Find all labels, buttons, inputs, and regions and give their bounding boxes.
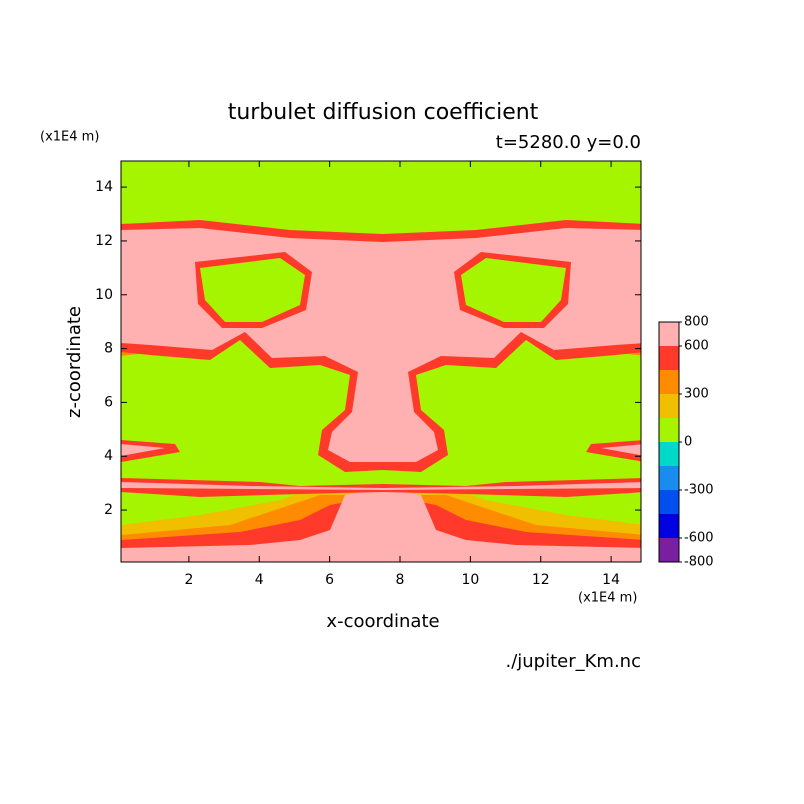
colorbar-tick-label: 600 bbox=[684, 339, 709, 354]
x-axis-label: x-coordinate bbox=[326, 611, 439, 632]
x-tick-label: 12 bbox=[532, 572, 550, 588]
colorbar-tick-label: 0 bbox=[684, 435, 692, 450]
contour-half bbox=[383, 220, 641, 562]
colorbar-swatch bbox=[659, 370, 679, 394]
y-tick-label: 8 bbox=[104, 341, 113, 357]
colorbar-tick-label: 300 bbox=[684, 387, 709, 402]
plot-frame bbox=[120, 160, 642, 563]
contour-region bbox=[121, 444, 165, 456]
x-tick-label: 6 bbox=[325, 572, 334, 588]
colorbar-tick-label: 800 bbox=[684, 315, 709, 330]
colorbar-swatch bbox=[659, 538, 679, 562]
x-tick-label: 2 bbox=[184, 572, 193, 588]
contour-region bbox=[383, 488, 641, 562]
x-unit: (x1E4 m) bbox=[578, 591, 637, 606]
contour-region bbox=[121, 488, 383, 562]
contour-region bbox=[586, 440, 641, 462]
y-axis-label: z-coordinate bbox=[64, 306, 85, 418]
colorbar-swatch bbox=[659, 466, 679, 490]
y-unit: (x1E4 m) bbox=[40, 130, 99, 145]
colorbar-swatch bbox=[659, 394, 679, 418]
x-tick-label: 14 bbox=[602, 572, 620, 588]
x-tick-label: 10 bbox=[461, 572, 479, 588]
contour-region bbox=[383, 482, 641, 490]
y-tick-label: 12 bbox=[95, 233, 113, 249]
contour-field bbox=[121, 161, 641, 562]
y-tick-label: 2 bbox=[104, 502, 113, 518]
colorbar-swatch bbox=[659, 490, 679, 514]
colorbar-swatch bbox=[659, 322, 679, 346]
chart-subtitle: t=5280.0 y=0.0 bbox=[496, 132, 641, 153]
y-tick-label: 10 bbox=[95, 287, 113, 303]
contour-region bbox=[121, 482, 383, 490]
colorbar-tick-label: -800 bbox=[684, 555, 714, 570]
contour-region bbox=[383, 228, 641, 462]
colorbar-tick-label: -600 bbox=[684, 531, 714, 546]
x-tick-label: 8 bbox=[396, 572, 405, 588]
colorbar-swatch bbox=[659, 418, 679, 442]
colorbar-swatch bbox=[659, 514, 679, 538]
contour-region bbox=[121, 228, 383, 462]
y-tick-label: 4 bbox=[104, 448, 113, 464]
contour-region bbox=[601, 444, 641, 456]
contour-half bbox=[121, 220, 383, 562]
y-tick-label: 6 bbox=[104, 394, 113, 410]
colorbar-swatch bbox=[659, 442, 679, 466]
source-label: ./jupiter_Km.nc bbox=[505, 651, 641, 672]
colorbar-tick-label: -300 bbox=[684, 483, 714, 498]
colorbar-swatch bbox=[659, 346, 679, 370]
x-tick-label: 4 bbox=[255, 572, 264, 588]
y-tick-label: 14 bbox=[95, 179, 113, 195]
chart-title: turbulet diffusion coefficient bbox=[228, 100, 539, 125]
